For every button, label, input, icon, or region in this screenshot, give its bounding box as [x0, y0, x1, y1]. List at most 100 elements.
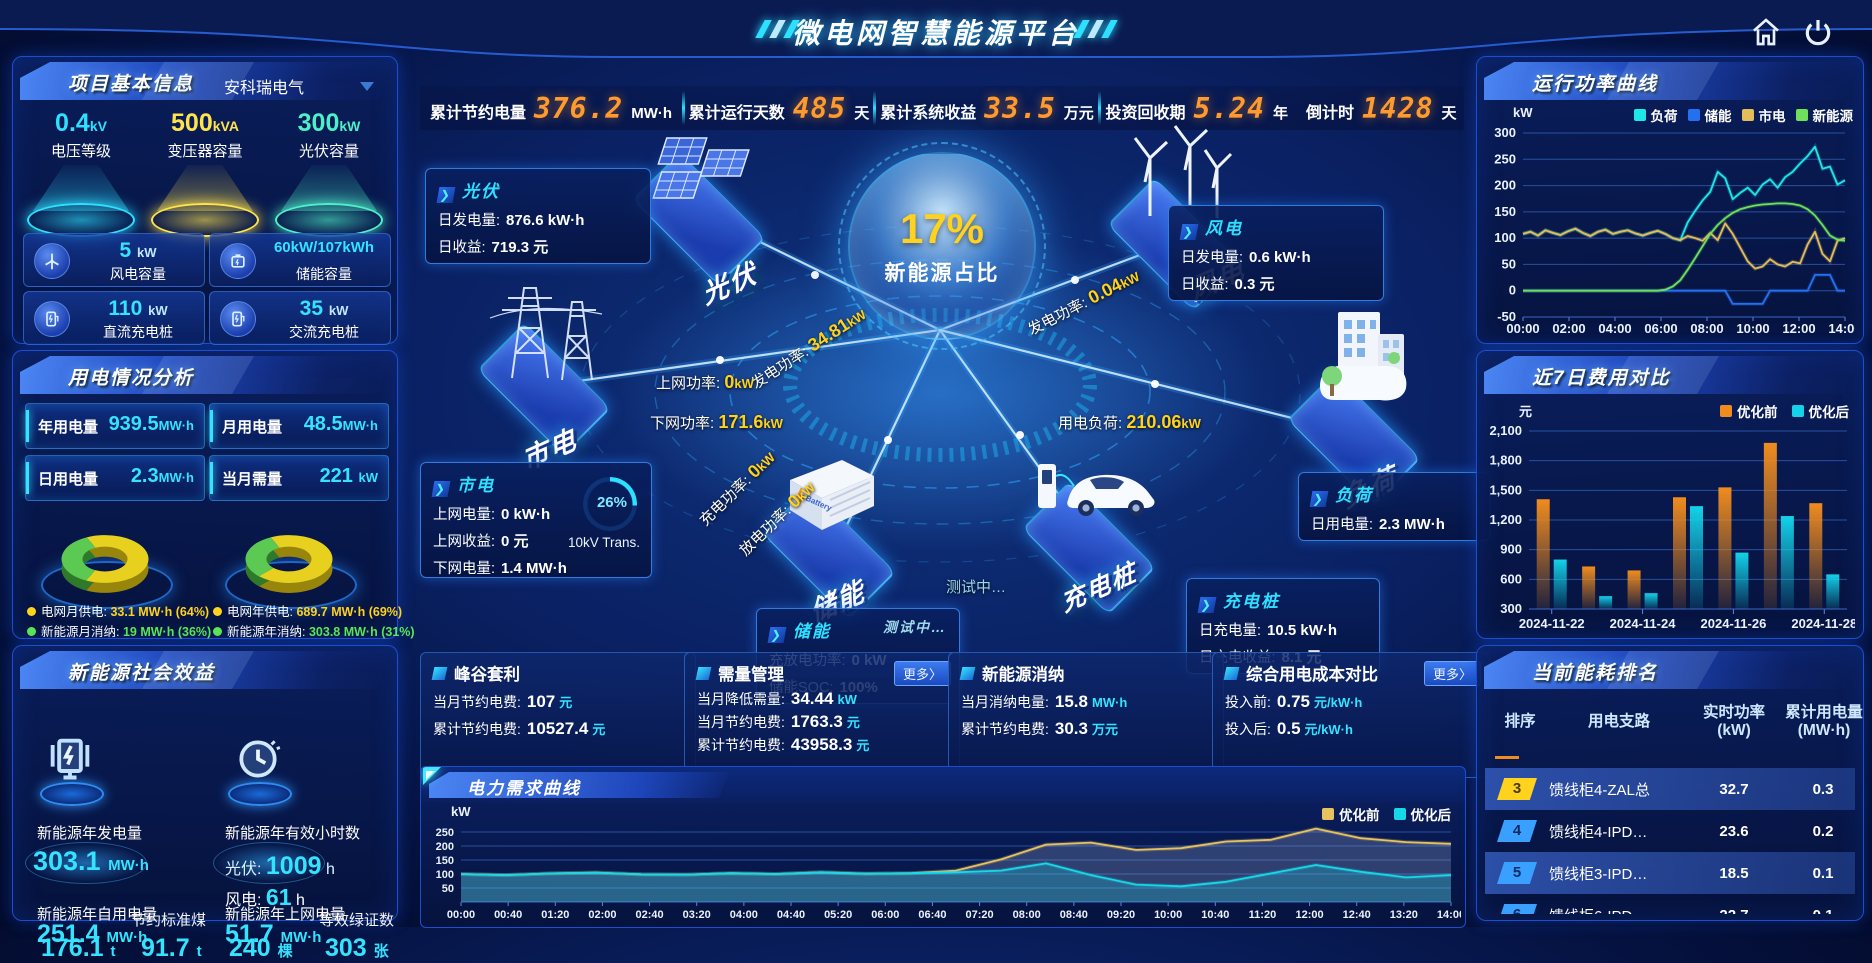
svg-text:50: 50	[1502, 256, 1516, 271]
legend-item[interactable]: 优化前	[1720, 401, 1778, 421]
svg-text:08:40: 08:40	[1060, 909, 1088, 921]
pedestal-pv-capacity: 300kW 光伏容量	[269, 109, 389, 237]
project-selector[interactable]: 安科瑞电气	[224, 74, 374, 98]
panel-corner-icon	[17, 57, 35, 75]
y-axis-unit: kW	[451, 804, 471, 819]
chart-legend: 优化前 优化后	[1720, 401, 1849, 421]
pedestal-voltage: 0.4kV 电压等级	[21, 109, 141, 237]
panel-title: 近7日费用对比	[1532, 368, 1671, 389]
more-button[interactable]: 更多〉	[893, 661, 951, 686]
svg-text:12:00: 12:00	[1296, 909, 1324, 921]
legend-item[interactable]: 优化后	[1791, 401, 1849, 421]
legend-item[interactable]: 新能源	[1795, 105, 1853, 125]
stat-month-demand: 当月需量 221 kW	[209, 455, 389, 501]
svg-text:300: 300	[1494, 125, 1516, 140]
dc-charger-icon	[46, 311, 59, 327]
panel-cost-compare: 近7日费用对比 元 优化前 优化后 300 600 900 1,200 1,500 1,80…	[1476, 350, 1864, 639]
flow-load-power: 用电负荷: 210.06kW	[1058, 412, 1201, 432]
table-header: 排序 用电支路 实时功率 (kW) 累计用电量 (MW·h)	[1504, 704, 1863, 739]
svg-text:14:00: 14:00	[1828, 321, 1855, 336]
panel-corner-icon	[1481, 646, 1499, 664]
grid-info-box: ❯ 市电 上网电量: 0 kW·h 上网收益: 0 元 下网电量: 1.4 MW·h 2…	[420, 462, 652, 578]
transformer-gauge	[583, 477, 637, 531]
legend-item[interactable]: 市电	[1741, 105, 1786, 125]
svg-text:1,500: 1,500	[1489, 482, 1522, 497]
svg-text:06:00: 06:00	[871, 909, 899, 921]
svg-text:14:00: 14:00	[1437, 909, 1461, 921]
panel-usage-analysis: 用电情况分析 年用电量 939.5MW·h 月用电量 48.5MW·h 日用电量 2.…	[12, 350, 415, 639]
divider	[873, 91, 876, 125]
arrow-icon: ❯	[436, 187, 456, 203]
svg-text:1,200: 1,200	[1489, 512, 1522, 527]
stat-ac-charger: 35 kW 交流充电桩	[209, 291, 391, 345]
table-row[interactable]: 6 馈线柜6-IPD 22.7 0.1	[1485, 894, 1855, 914]
svg-text:100: 100	[1494, 230, 1516, 245]
card-peak-valley: 峰谷套利 当月节约电费: 107 元 累计节约电费: 10527.4 元	[420, 652, 696, 778]
renewable-share-label: 新能源占比	[884, 262, 1000, 285]
rank-badge: 6	[1497, 904, 1537, 914]
panel-title: 新能源社会效益	[68, 663, 216, 684]
svg-text:600: 600	[1500, 571, 1522, 586]
page-title: 微电网智慧能源平台	[791, 18, 1080, 49]
power-icon[interactable]	[1802, 16, 1834, 48]
svg-text:02:00: 02:00	[588, 909, 616, 921]
header-underline	[1495, 756, 1519, 759]
project-selector-value: 安科瑞电气	[224, 80, 305, 97]
pv-info-box: ❯ 光伏 日发电量: 876.6 kW·h 日收益: 719.3 元	[425, 168, 651, 264]
card-cost-compare: 综合用电成本对比 更多〉 投入前: 0.75 元/kW·h 投入后: 0.5 元/kW·…	[1212, 652, 1490, 778]
panel-corner-icon	[1481, 351, 1499, 369]
svg-text:03:20: 03:20	[683, 909, 711, 921]
legend-item[interactable]: 负荷	[1633, 105, 1678, 125]
kpi-run-days: 累计运行天数 485 天	[688, 91, 870, 125]
chart-legend: 优化前 优化后	[1322, 804, 1451, 824]
svg-text:900: 900	[1500, 542, 1522, 557]
legend-item[interactable]: 储能	[1687, 105, 1732, 125]
ev-car-icon	[1038, 464, 1155, 516]
stat-wind-capacity: 5 kW 风电容量	[23, 233, 205, 287]
eco-co2-value: 91.7 t	[141, 934, 202, 962]
floating-status: 测试中…	[946, 579, 1007, 596]
svg-text:100: 100	[436, 869, 454, 881]
panel-corner-icon	[423, 767, 441, 785]
center-ring	[838, 142, 1046, 350]
home-icon[interactable]	[1750, 16, 1782, 48]
svg-text:10:40: 10:40	[1201, 909, 1229, 921]
title-decor-right	[1073, 20, 1118, 38]
panel-corner-icon	[1481, 57, 1499, 75]
donut-legend-grid-year: 电网年供电: 689.7 MW·h (69%)	[213, 601, 402, 620]
kpi-bar: 累计节约电量 376.2 MW·h 累计运行天数 485 天 累计系统收益 33.5 万元 …	[420, 86, 1464, 130]
kpi-system-income: 累计系统收益 33.5 万元	[880, 91, 1094, 125]
svg-text:07:20: 07:20	[966, 909, 994, 921]
card-demand-management: 需量管理 更多〉 当月降低需量: 34.44 kW 当月节约电费: 1763.3 元 累…	[684, 652, 960, 778]
panel-demand-curve: kW 优化前 优化后 50 100 150 200 250 00:00 00:40 01:20 0…	[420, 802, 1466, 928]
svg-text:2024-11-22: 2024-11-22	[1519, 616, 1585, 631]
table-row[interactable]: 3 馈线柜4-ZAL总 32.7 0.3	[1485, 768, 1855, 810]
legend-item[interactable]: 优化前	[1322, 804, 1380, 824]
svg-text:150: 150	[1494, 204, 1516, 219]
demand-curve-chart: 50 100 150 200 250 00:00 00:40 01:20 02:00 02:40 0…	[436, 826, 1461, 921]
renewable-share-value: 17%	[899, 205, 985, 252]
legend-item[interactable]: 优化后	[1393, 804, 1451, 824]
table-row[interactable]: 4 馈线柜4-IPD… 23.6 0.2	[1485, 810, 1855, 852]
stat-year-usage: 年用电量 939.5MW·h	[25, 403, 205, 449]
svg-text:09:20: 09:20	[1107, 909, 1135, 921]
renewable-share-sphere: 17% 新能源占比	[848, 152, 1036, 340]
divider	[1098, 91, 1101, 125]
panel-title: 电力需求曲线	[467, 779, 581, 798]
eco-cert-value: 303 张	[325, 934, 389, 962]
svg-text:2024-11-24: 2024-11-24	[1610, 616, 1677, 631]
svg-text:200: 200	[1494, 178, 1516, 193]
y-axis-unit: 元	[1519, 404, 1533, 419]
table-row[interactable]: 5 馈线柜3-IPD… 18.5 0.1	[1485, 852, 1855, 894]
card-icon	[431, 667, 448, 680]
divider	[682, 91, 685, 125]
solar-panels-icon	[652, 137, 750, 199]
svg-text:50: 50	[442, 883, 454, 895]
panel-title: 项目基本信息	[68, 74, 195, 95]
kpi-saved-energy: 累计节约电量 376.2 MW·h	[429, 91, 673, 125]
svg-text:00:00: 00:00	[447, 909, 475, 921]
to-grid-label: 新能源年上网电量	[225, 906, 346, 923]
eco-coal-label: 节约标准煤	[131, 912, 207, 929]
kpi-payback: 投资回收期 5.24 年 倒计时 1428 天	[1105, 91, 1457, 125]
more-button[interactable]: 更多〉	[1423, 661, 1481, 686]
